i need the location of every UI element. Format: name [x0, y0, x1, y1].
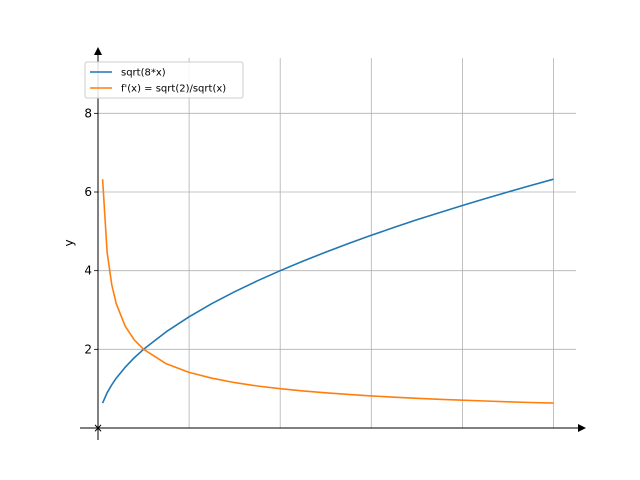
y-tick-label: 4 — [84, 264, 92, 278]
axes: × — [80, 47, 586, 440]
series-line-1 — [101, 178, 554, 404]
origin-marker: × — [93, 421, 103, 435]
y-tick-label: 6 — [84, 185, 92, 199]
legend-label-1: sqrt(8*x) — [121, 68, 166, 79]
legend: sqrt(8*x) f'(x) = sqrt(2)/sqrt(x) — [84, 61, 244, 99]
y-tick-label: 8 — [84, 106, 92, 120]
y-axis-arrow — [94, 47, 102, 55]
series-line-2 — [101, 179, 554, 404]
x-axis-arrow — [578, 424, 586, 432]
y-tick-label: 2 — [84, 342, 92, 356]
legend-label-2: f'(x) = sqrt(2)/sqrt(x) — [121, 84, 226, 95]
series-group — [101, 178, 554, 404]
grid — [98, 58, 576, 428]
y-axis-label: y — [62, 239, 76, 246]
y-ticks: 2 4 6 8 — [84, 106, 98, 356]
legend-box — [84, 61, 244, 99]
